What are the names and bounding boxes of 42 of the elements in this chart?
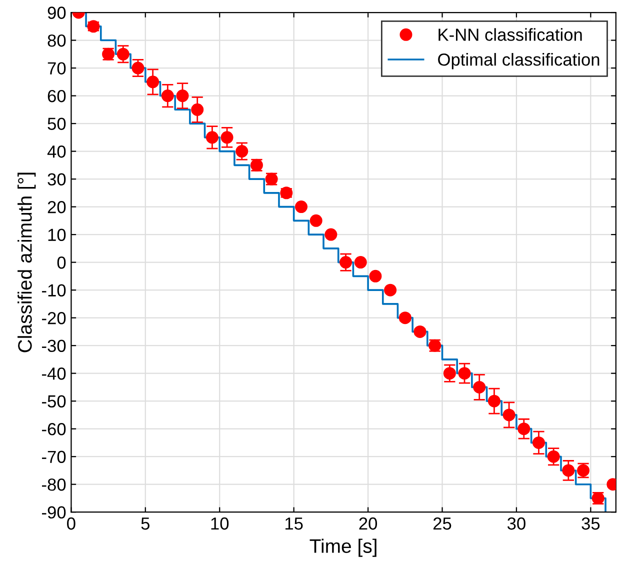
x-tick-label: 30 [507,517,526,530]
y-tick-label: 30 [48,173,66,186]
y-tick-label: 60 [48,90,66,102]
x-tick-label: 25 [433,517,452,530]
point [310,214,322,227]
point [132,62,144,74]
y-tick-label: -70 [42,450,66,464]
point [369,270,382,282]
x-tick-label: 5 [141,518,150,530]
point [176,90,189,102]
y-tick-label: -40 [42,367,66,380]
y-tick-label: 70 [48,62,66,74]
x-tick-label: 35 [582,517,600,530]
point [294,200,308,214]
legend-label: Optimal classification [438,53,600,70]
point [354,256,367,269]
x-tick-label: 10 [211,517,229,530]
y-tick-label: 0 [57,256,66,269]
x-tick-label: 15 [285,518,303,530]
point [384,284,397,296]
point [324,228,338,241]
y-tick-label: 80 [48,34,66,47]
y-tick-label: 10 [48,228,66,242]
y-tick-label: 90 [48,6,66,19]
y-tick-label: -80 [42,478,66,491]
y-tick-label: -30 [42,340,66,352]
y-tick-label: -20 [42,312,66,324]
legend-label: K-NN classification [438,28,582,41]
y-tick-label: -90 [42,506,66,519]
y-tick-label: -50 [42,395,66,408]
y-tick-label: -60 [42,423,66,436]
x-tick-label: 0 [67,517,76,530]
x-axis-title: Time [s] [310,538,376,557]
y-tick-label: 40 [47,145,66,158]
y-axis-title: Classified azimuth [°] [18,172,36,352]
point [502,408,516,422]
y-tick-label: 20 [48,200,66,214]
x-tick-label: 20 [359,517,378,530]
y-tick-label: -10 [42,284,66,297]
point [458,367,471,380]
point [220,131,234,144]
y-tick-label: 50 [48,118,66,130]
